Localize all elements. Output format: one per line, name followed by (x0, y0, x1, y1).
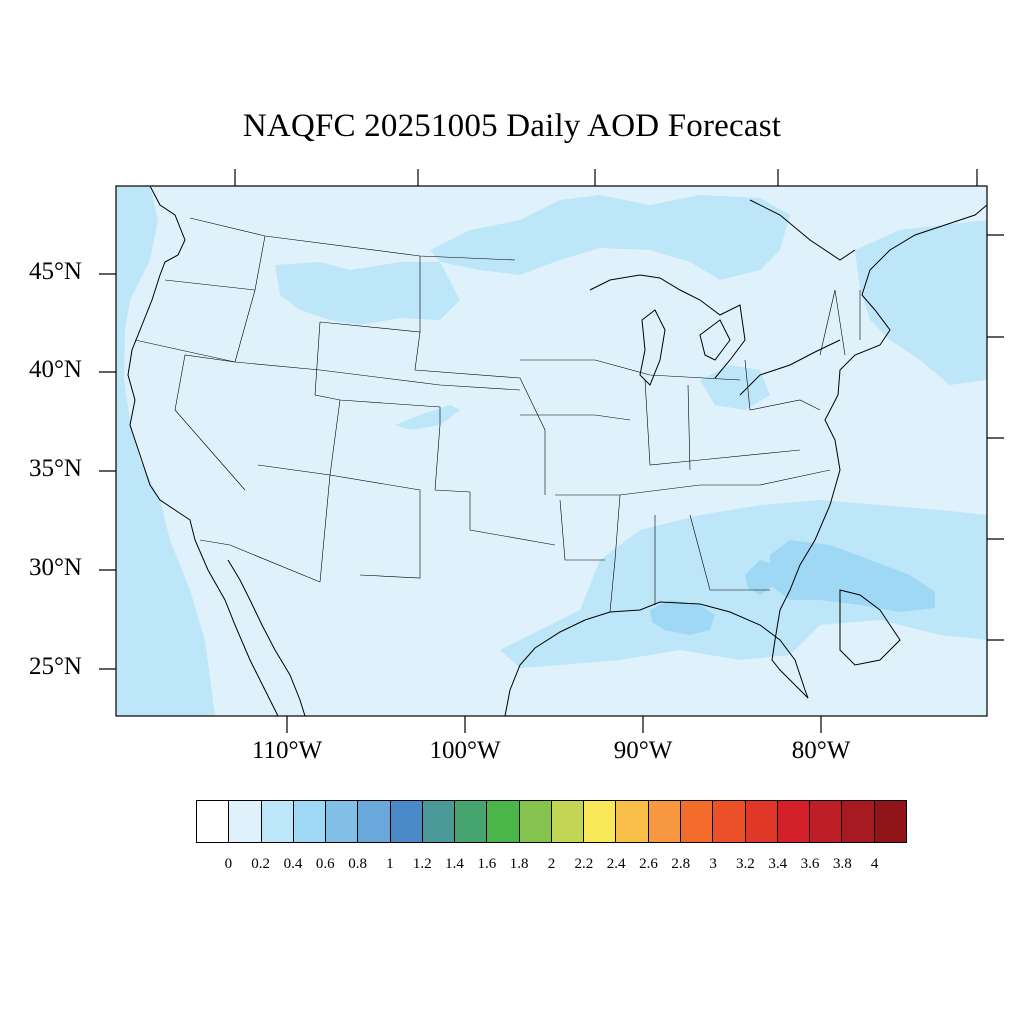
lon-label: 110°W (251, 737, 323, 764)
colorbar-swatch (745, 801, 778, 842)
lon-label: 100°W (429, 737, 501, 764)
colorbar-swatch (455, 801, 488, 842)
aod-region-north (430, 195, 790, 280)
colorbar-label: 1.2 (412, 856, 432, 872)
aod-region-southeast (500, 500, 987, 668)
aod-region-ohio (700, 365, 770, 410)
lat-label: 35°N (28, 455, 82, 482)
colorbar-label: 3.2 (736, 856, 755, 872)
colorbar-label: 0.2 (251, 856, 270, 872)
colorbar-swatch (680, 801, 714, 842)
aod-region-montana (275, 262, 460, 325)
colorbar-label: 1.4 (445, 856, 464, 872)
aod-region-colorado (395, 405, 460, 430)
colorbar-swatch (261, 801, 294, 842)
lon-label: 80°W (791, 737, 851, 764)
colorbar-swatch (648, 801, 681, 842)
colorbar-swatch (197, 801, 230, 842)
colorbar-swatch (293, 801, 327, 842)
colorbar-label: 4 (870, 856, 879, 872)
colorbar-swatch (584, 801, 617, 842)
colorbar-label: 2.6 (639, 856, 658, 872)
map-title: NAQFC 20251005 Daily AOD Forecast (242, 108, 782, 144)
colorbar-swatch (874, 801, 906, 842)
colorbar-label: 1 (386, 856, 394, 872)
colorbar-swatch (777, 801, 811, 842)
colorbar-swatch (487, 801, 520, 842)
state-borders (134, 217, 861, 613)
colorbar-label: 0.6 (315, 856, 335, 872)
colorbar-label: 0.4 (283, 856, 303, 872)
colorbar-swatch (713, 801, 746, 842)
colorbar-label: 3 (709, 856, 717, 872)
aod-region-core-atlantic (770, 540, 935, 612)
aod-region-sc (745, 560, 775, 595)
colorbar-swatch (326, 801, 359, 842)
colorbar-swatch (422, 801, 456, 842)
colorbar-label: 0.8 (348, 856, 367, 872)
colorbar-label: 2 (547, 856, 556, 872)
aod-region-pacific (116, 186, 215, 716)
colorbar-label: 2.2 (574, 856, 594, 872)
colorbar-swatch (229, 801, 262, 842)
colorbar-label: 3.6 (800, 856, 820, 872)
colorbar-swatch (519, 801, 552, 842)
colorbar-swatch (390, 801, 423, 842)
colorbar-swatch (358, 801, 391, 842)
colorbar-label: 3.4 (768, 856, 788, 872)
aod-region-atlantic-ne (855, 220, 987, 385)
colorbar-label: 3.8 (832, 856, 852, 872)
aod-region-core-gulf (650, 600, 715, 635)
lat-label: 40°N (28, 356, 82, 383)
colorbar (196, 800, 907, 843)
axis-ticks (99, 169, 1004, 733)
lon-label: 90°W (613, 737, 673, 764)
colorbar-swatch (842, 801, 875, 842)
colorbar-label: 2.4 (606, 856, 626, 872)
colorbar-swatch (616, 801, 649, 842)
colorbar-swatch (810, 801, 843, 842)
colorbar-label: 2.8 (671, 856, 691, 872)
colorbar-swatch (551, 801, 585, 842)
colorbar-label: 1.8 (509, 856, 529, 872)
colorbar-label: 0 (224, 856, 233, 872)
colorbar-label: 1.6 (477, 856, 497, 872)
map-frame (115, 185, 988, 717)
lat-label: 25°N (28, 653, 82, 680)
lat-label: 45°N (28, 258, 82, 285)
lat-label: 30°N (28, 554, 82, 581)
coastlines (127, 186, 987, 716)
